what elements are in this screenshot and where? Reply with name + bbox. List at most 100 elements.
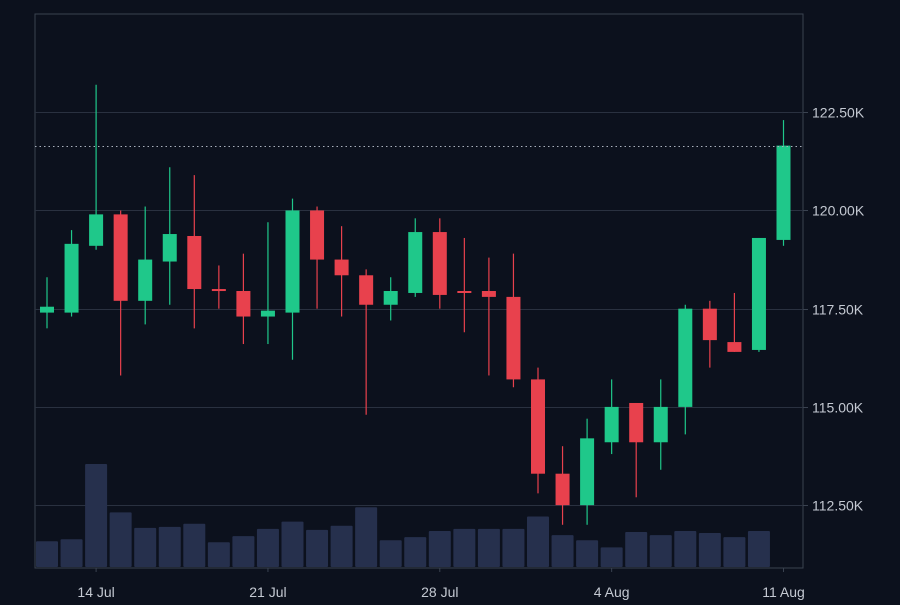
volume-bar	[306, 529, 329, 567]
candle[interactable]	[653, 379, 668, 470]
candle[interactable]	[64, 230, 79, 317]
candle-body	[432, 232, 447, 295]
candle[interactable]	[113, 210, 128, 376]
x-tick-label: 14 Jul	[77, 584, 114, 600]
candle[interactable]	[776, 120, 791, 246]
candle[interactable]	[162, 167, 177, 305]
volume-bar	[576, 540, 599, 567]
candle[interactable]	[359, 269, 374, 415]
candle-body	[359, 275, 374, 305]
plot-frame	[34, 13, 804, 569]
candle-body	[138, 259, 153, 301]
candle-body	[383, 291, 398, 305]
y-tick-label: 120.00K	[812, 203, 865, 219]
volume-bar	[747, 530, 770, 567]
candle-body	[187, 235, 202, 290]
candle[interactable]	[629, 402, 644, 498]
candle[interactable]	[432, 218, 447, 309]
y-tick-label: 122.50K	[812, 105, 865, 121]
candle[interactable]	[138, 206, 153, 325]
x-tick-label: 11 Aug	[762, 584, 805, 600]
candle[interactable]	[481, 257, 496, 376]
candle[interactable]	[383, 277, 398, 321]
volume-bar	[649, 535, 672, 567]
candle[interactable]	[187, 175, 202, 329]
candle-body	[89, 214, 104, 246]
volume-bar	[404, 537, 427, 567]
grid-lines	[34, 13, 804, 569]
volume-bar	[625, 531, 648, 567]
candle[interactable]	[531, 367, 545, 494]
y-tick-label: 112.50K	[812, 498, 864, 514]
candle-body	[457, 291, 472, 293]
volume-bar	[85, 464, 108, 567]
candle[interactable]	[604, 379, 619, 455]
volume-bar	[600, 547, 623, 567]
volume-bar	[379, 540, 402, 567]
candle-body	[310, 210, 325, 260]
volume-bars	[36, 464, 770, 567]
candle-body	[260, 310, 275, 317]
candle[interactable]	[236, 253, 251, 345]
candle[interactable]	[580, 418, 595, 525]
candle[interactable]	[457, 237, 472, 333]
volume-bar	[698, 533, 721, 567]
candle-body	[506, 296, 521, 380]
candle-body	[408, 232, 423, 293]
volume-bar	[109, 512, 132, 567]
candle-body	[604, 406, 619, 443]
candle-body	[236, 291, 251, 317]
candle[interactable]	[40, 277, 54, 329]
volume-bar	[723, 537, 746, 567]
x-tick-label: 28 Jul	[421, 584, 458, 600]
volume-bar	[330, 525, 353, 567]
candle-body	[531, 379, 545, 474]
candle[interactable]	[285, 198, 300, 360]
volume-bar	[60, 539, 83, 567]
volume-bar	[207, 542, 230, 567]
candle[interactable]	[727, 292, 742, 352]
x-tick-label: 4 Aug	[594, 584, 630, 600]
candle[interactable]	[211, 265, 226, 309]
volume-bar	[674, 530, 697, 567]
candle-body	[162, 234, 177, 262]
candle-body	[678, 308, 693, 407]
volume-bar	[453, 528, 476, 567]
volume-bar	[158, 526, 181, 567]
candle[interactable]	[678, 304, 693, 435]
candle[interactable]	[506, 253, 521, 388]
volume-bar	[232, 536, 255, 567]
candle[interactable]	[555, 446, 570, 525]
candle-body	[629, 402, 644, 443]
candle-body	[702, 308, 717, 341]
candle[interactable]	[260, 222, 275, 345]
volume-bar	[477, 528, 500, 567]
axes: 112.50K 115.00K 117.50K 120.00K 122.50K 14 Ju…	[77, 105, 864, 601]
candle-body	[653, 406, 668, 443]
y-tick-label: 115.00K	[812, 400, 864, 416]
candle[interactable]	[751, 237, 766, 352]
candle-body	[40, 306, 54, 313]
candle-body	[64, 243, 79, 313]
volume-bar	[183, 523, 206, 567]
volume-bar	[428, 530, 451, 567]
candle-body	[113, 214, 128, 301]
candle[interactable]	[702, 300, 717, 368]
candles	[40, 84, 791, 525]
candle[interactable]	[408, 218, 423, 297]
volume-bar	[527, 516, 549, 567]
volume-bar	[281, 521, 304, 567]
candle-body	[776, 145, 791, 240]
candle[interactable]	[310, 206, 325, 309]
candle-body	[751, 237, 766, 350]
candle[interactable]	[334, 226, 349, 317]
candle[interactable]	[89, 84, 104, 250]
y-tick-label: 117.50K	[812, 302, 864, 318]
candle-body	[211, 289, 226, 292]
volume-bar	[551, 535, 574, 567]
x-tick-label: 21 Jul	[249, 584, 286, 600]
candle-body	[727, 342, 742, 352]
volume-bar	[256, 528, 279, 567]
